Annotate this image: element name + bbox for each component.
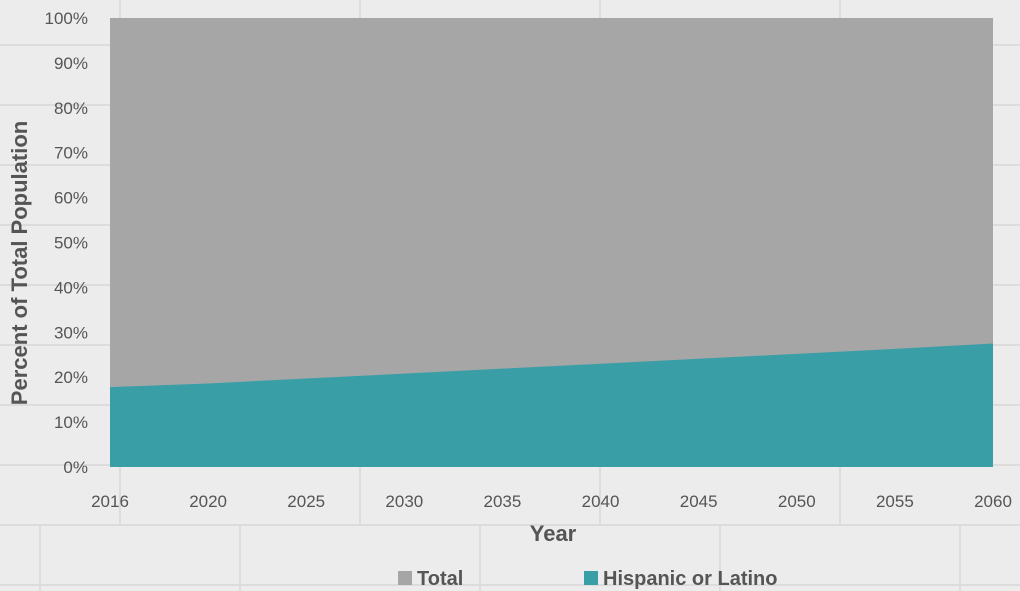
y-tick-label: 50%: [54, 234, 88, 253]
y-axis-title: Percent of Total Population: [7, 121, 32, 405]
y-tick-label: 70%: [54, 144, 88, 163]
y-tick-label: 20%: [54, 368, 88, 387]
x-tick-label: 2035: [484, 492, 522, 511]
legend-label-total: Total: [417, 568, 463, 590]
x-tick-label: 2050: [778, 492, 816, 511]
y-tick-label: 40%: [54, 278, 88, 297]
legend-swatch-hispanic-or-latino: [584, 571, 598, 585]
legend-label-hispanic-or-latino: Hispanic or Latino: [603, 568, 777, 590]
x-tick-label: 2016: [91, 492, 129, 511]
x-tick-label: 2020: [189, 492, 227, 511]
area-series-total: [110, 18, 993, 467]
x-tick-label: 2045: [680, 492, 718, 511]
y-tick-label: 90%: [54, 54, 88, 73]
y-tick-label: 10%: [54, 413, 88, 432]
y-tick-label: 80%: [54, 99, 88, 118]
area-series-hispanic-or-latino: [110, 343, 993, 467]
x-tick-label: 2025: [287, 492, 325, 511]
legend-swatch-total: [398, 571, 412, 585]
x-tick-label: 2030: [385, 492, 423, 511]
legend: Total Hispanic or Latino: [398, 568, 777, 590]
area-series-group: [110, 18, 993, 467]
x-axis-title: Year: [530, 521, 577, 546]
x-tick-label: 2060: [974, 492, 1012, 511]
y-tick-label: 100%: [45, 9, 88, 28]
y-axis-ticks: 0% 10% 20% 30% 40% 50% 60% 70% 80% 90% 100%: [45, 9, 88, 477]
x-axis-ticks: 2016 2020 2025 2030 2035 2040 2045 2050 2055 2060: [91, 492, 1012, 511]
y-tick-label: 30%: [54, 323, 88, 342]
x-tick-label: 2055: [876, 492, 914, 511]
x-tick-label: 2040: [582, 492, 620, 511]
y-tick-label: 60%: [54, 189, 88, 208]
y-tick-label: 0%: [63, 458, 88, 477]
